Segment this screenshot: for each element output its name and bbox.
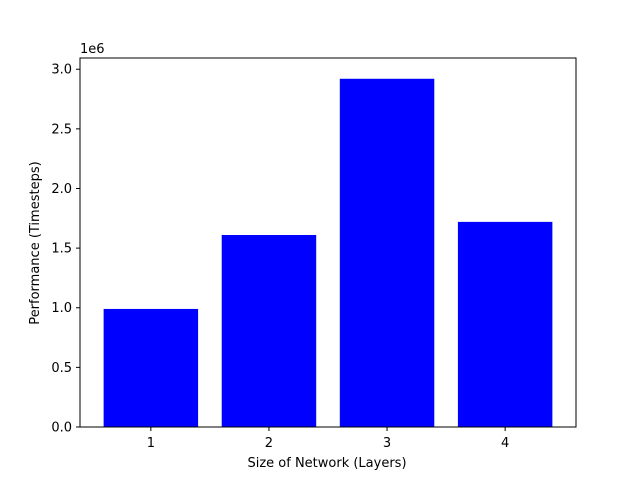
y-tick-label: 0.0: [51, 421, 72, 436]
bar-2: [221, 235, 317, 427]
x-axis-label: Size of Network (Layers): [247, 456, 406, 471]
plot-area-frame: [79, 57, 577, 428]
y-axis-label: Performance (Timesteps): [28, 161, 43, 324]
bar-4: [457, 221, 553, 427]
bar-3: [339, 78, 435, 428]
y-axis-ticks: 0.0 0.5 1.0 1.5 2.0 2.5 3.0: [51, 63, 80, 436]
x-tick-label: 1: [147, 436, 155, 451]
y-tick-label: 2.0: [51, 182, 72, 197]
x-axis-ticks: 1 2 3 4: [147, 427, 509, 451]
x-tick-label: 3: [383, 436, 391, 451]
y-tick-label: 0.5: [51, 361, 72, 376]
bar-1: [103, 308, 199, 427]
y-tick-label: 3.0: [51, 63, 72, 78]
y-tick-label: 2.5: [51, 122, 72, 137]
x-tick-label: 4: [501, 436, 509, 451]
bars-group: [103, 78, 553, 428]
x-tick-label: 2: [265, 436, 273, 451]
y-tick-label: 1.0: [51, 301, 72, 316]
y-axis-offset-label: 1e6: [80, 42, 105, 57]
y-tick-label: 1.5: [51, 242, 72, 257]
